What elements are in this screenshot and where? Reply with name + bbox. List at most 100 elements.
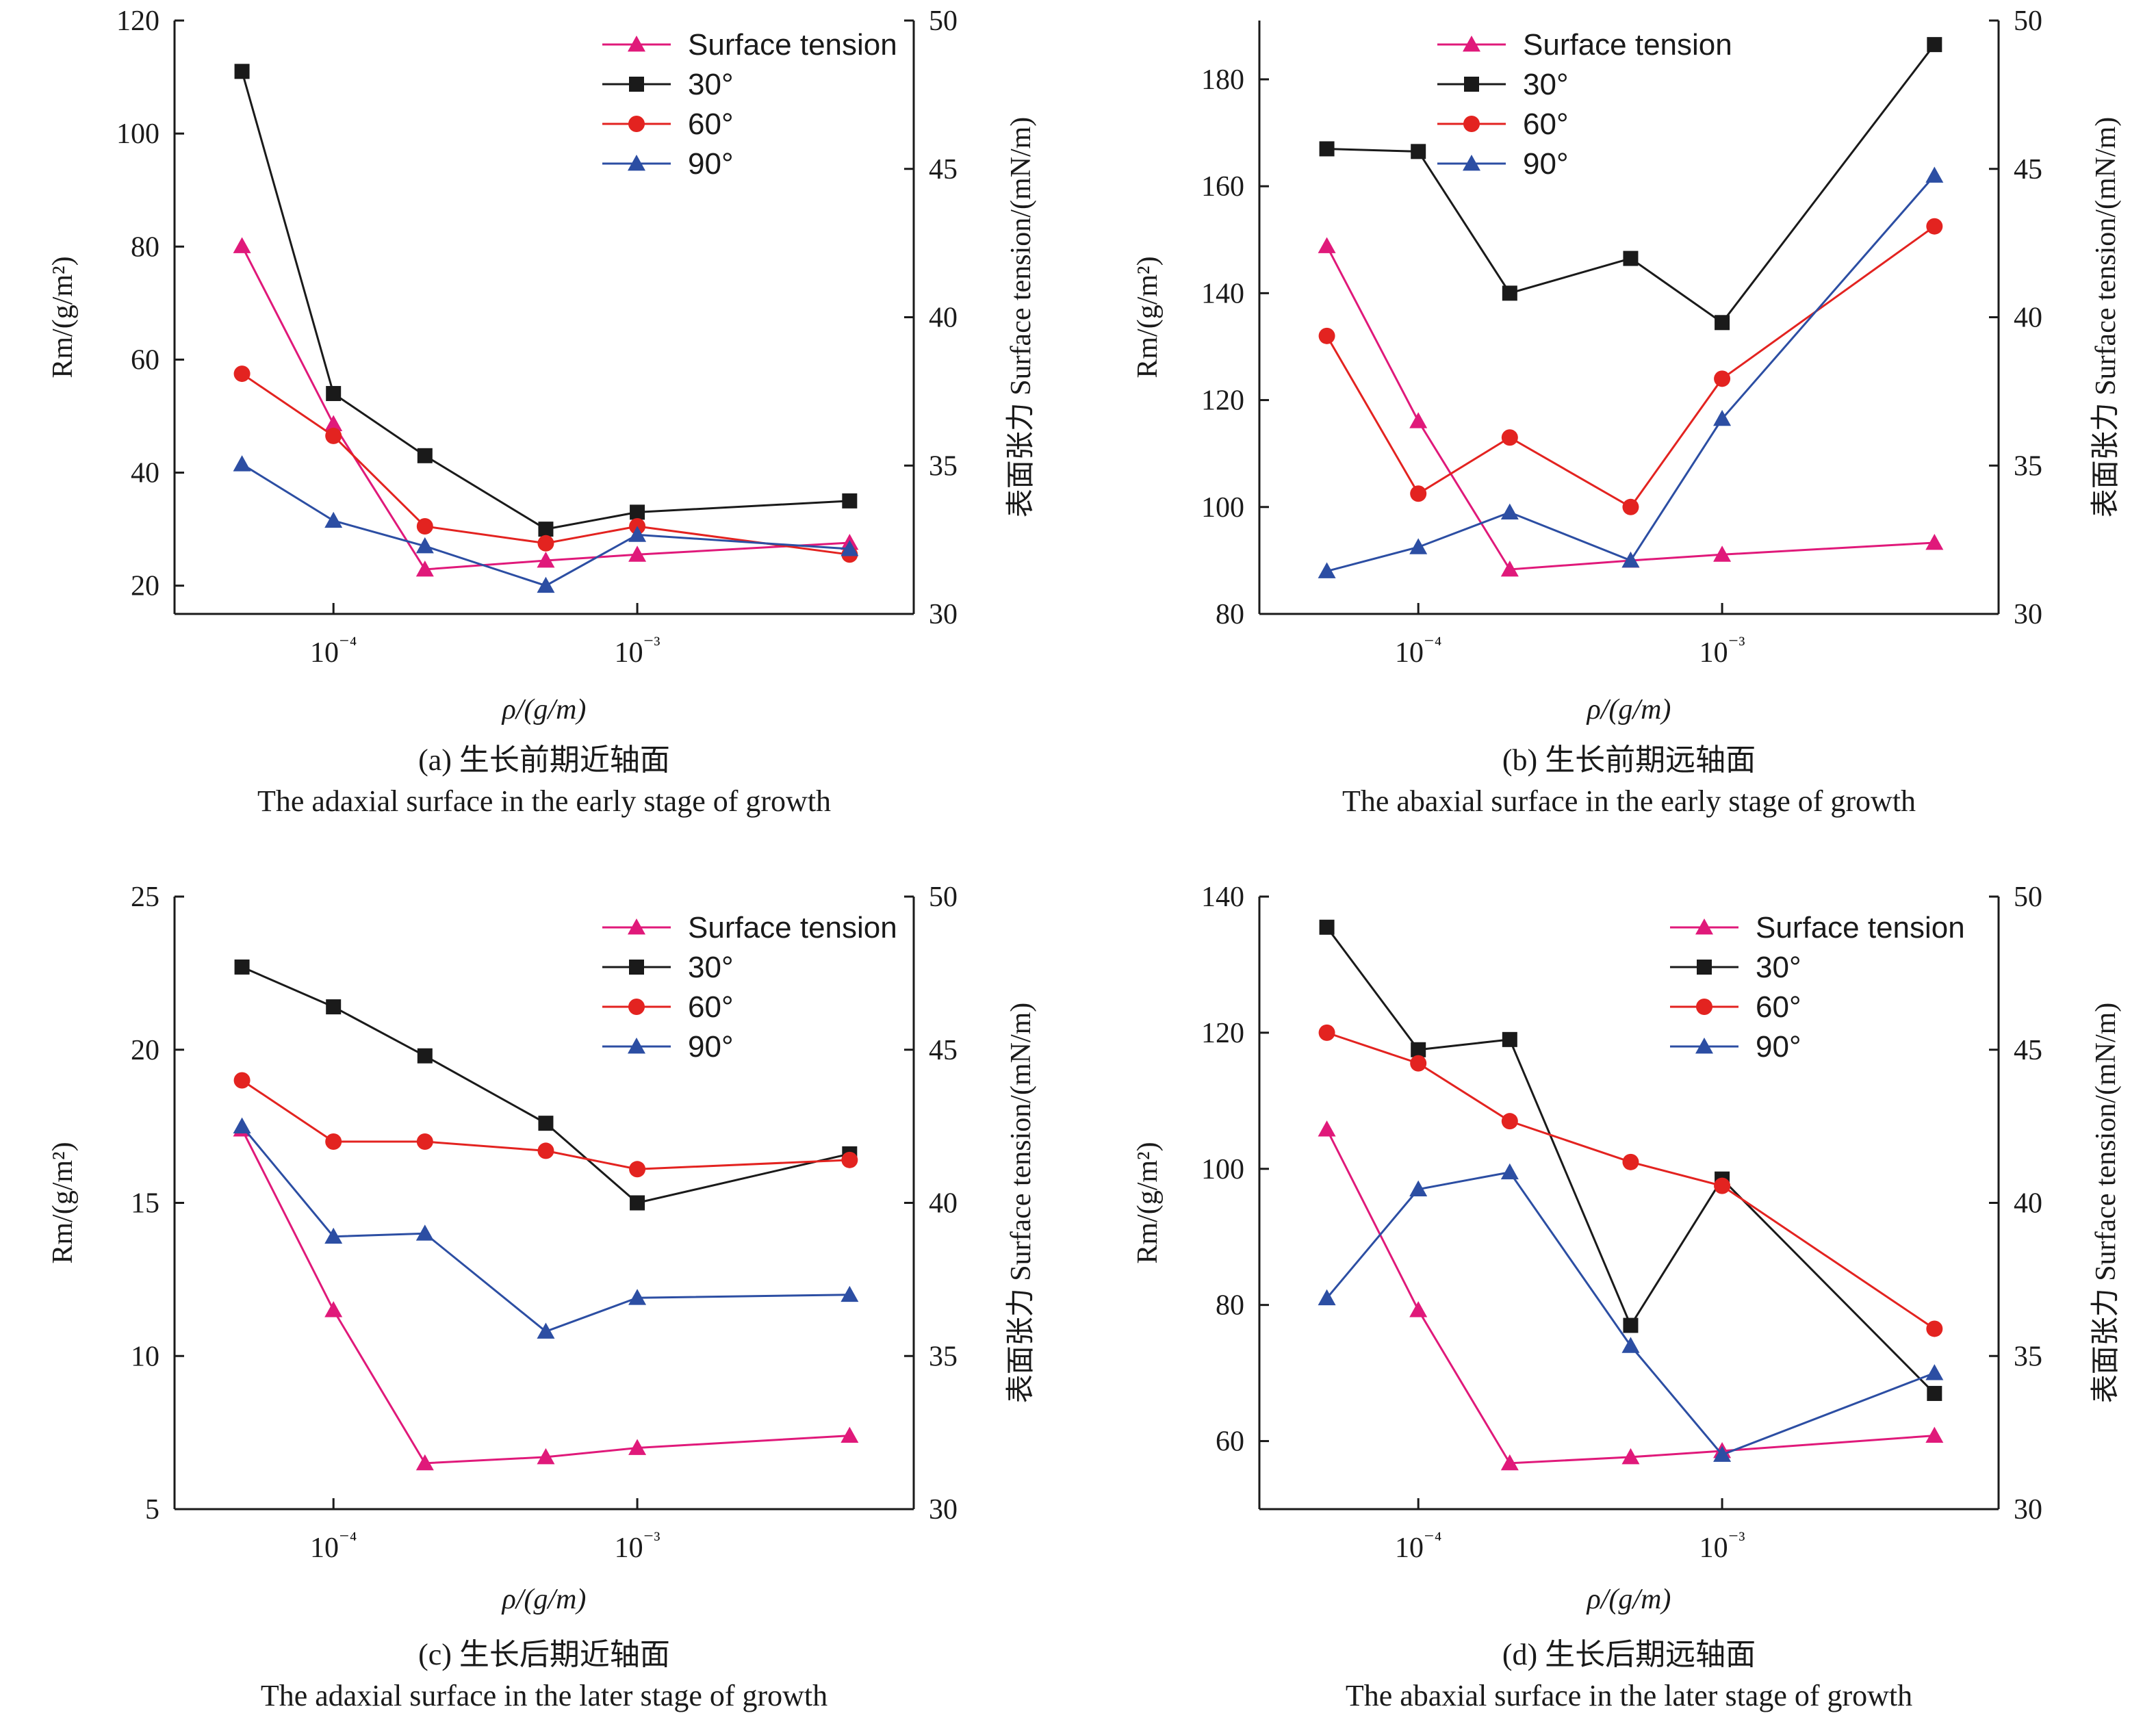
legend: Surface tension 30° 60° 90° [1670,911,1965,1064]
series-line [241,372,850,556]
data-point [1500,503,1519,519]
left-tick-label: 60 [1216,1426,1244,1458]
legend-label: 60° [1523,107,1569,141]
left-tick-label: 120 [1201,1018,1244,1049]
legend-label: 30° [688,951,734,984]
data-point [326,385,342,401]
caption-zh: (b) 生长前期远轴面 [1502,743,1756,777]
series-30deg [1319,919,1942,1401]
data-point [1319,919,1335,935]
data-point [1502,1031,1517,1047]
data-point [629,1161,646,1178]
data-point [1502,285,1517,301]
data-point [1318,1024,1335,1041]
data-point [1409,412,1428,428]
data-point [537,1142,554,1159]
legend-marker [628,1038,645,1054]
series-30deg [234,959,858,1211]
right-tick-label: 45 [2014,154,2042,185]
right-tick-label: 45 [929,1035,958,1066]
x-tick-label: 10⁻⁴ [1395,633,1441,669]
left-tick-label: 80 [1216,599,1244,630]
legend-label: 30° [1756,951,1801,984]
x-axis-label: ρ/(g/m) [1586,1584,1671,1615]
chart-panel-d: 60 80 100 120 140 30 35 40 45 50 10⁻⁴ 10⁻³ ρ/(g/m) Rm… [1132,882,2122,1712]
data-point [1621,551,1640,568]
data-point [840,540,859,556]
series-line [241,1129,850,1465]
right-tick-label: 40 [929,1188,958,1220]
data-point [1409,538,1428,554]
series-90deg [1318,1163,1944,1462]
legend-label: Surface tension [688,911,897,944]
left-tick-label: 80 [131,231,159,263]
legend: Surface tension 30° 60° 90° [602,911,897,1064]
right-tick-label: 40 [2014,303,2042,334]
series-line [1326,225,1936,509]
data-point [324,1227,343,1244]
left-tick-label: 5 [145,1494,159,1526]
right-tick-label: 45 [929,154,958,185]
data-point [1501,429,1518,446]
data-point [537,551,555,568]
caption-zh: (c) 生长后期近轴面 [418,1638,670,1671]
legend-marker [628,999,645,1015]
data-point [1714,1177,1731,1194]
right-tick-label: 30 [2014,1494,2042,1526]
data-point [1319,141,1335,157]
legend-label: 60° [1756,990,1801,1024]
x-tick-label: 10⁻³ [1699,633,1745,669]
right-tick-label: 50 [2014,882,2042,913]
data-point [1623,250,1639,266]
data-point [1926,218,1943,235]
data-point [324,415,343,431]
series-60deg [1318,218,1943,515]
data-point [1927,37,1942,53]
data-point [325,427,342,444]
data-point [1713,1445,1732,1462]
data-point [538,1116,554,1131]
data-point [233,1072,251,1089]
series-line [1326,1171,1935,1456]
data-point [840,1426,859,1443]
series-90deg [233,455,859,593]
data-point [628,545,647,562]
data-point [1318,1289,1336,1306]
data-point [416,518,433,535]
left-axis-label: Rm/(g/m²) [47,256,79,378]
series-line [1326,44,1936,324]
legend-label: 30° [688,68,734,101]
x-tick-label: 10⁻⁴ [310,633,357,669]
data-point [233,365,251,383]
left-tick-label: 140 [1201,882,1244,913]
data-point [234,64,250,79]
right-tick-label: 35 [2014,450,2042,482]
series-line [241,1125,850,1333]
data-point [538,522,554,537]
x-tick-label: 10⁻³ [615,633,660,669]
data-point [842,493,858,509]
data-point [1925,1426,1944,1443]
x-tick-label: 10⁻⁴ [1395,1528,1441,1564]
data-point [1500,1454,1519,1471]
x-tick-label: 10⁻⁴ [310,1528,357,1564]
data-point [325,1133,342,1150]
legend-label: Surface tension [1756,911,1965,944]
right-tick-label: 50 [929,5,958,37]
series-60deg [233,365,858,563]
data-point [326,999,342,1015]
legend-marker [1463,36,1480,52]
series-line [1326,926,1936,1395]
series-30deg [1319,37,1942,331]
right-tick-label: 50 [929,882,958,913]
series-surface-tension [1318,237,1944,577]
data-point [840,1285,859,1302]
chart-panel-c: 5 10 15 20 25 30 35 40 45 50 10⁻⁴ 10⁻³ ρ/(g/m) Rm/(g/… [47,882,1037,1712]
caption-en: The adaxial surface in the early stage o… [257,784,831,818]
data-point [1925,533,1944,550]
data-point [1621,1448,1640,1465]
data-point [1501,1113,1518,1130]
legend-marker [628,36,645,52]
data-point [1409,1301,1428,1318]
caption-en: The abaxial surface in the early stage o… [1342,784,1916,818]
